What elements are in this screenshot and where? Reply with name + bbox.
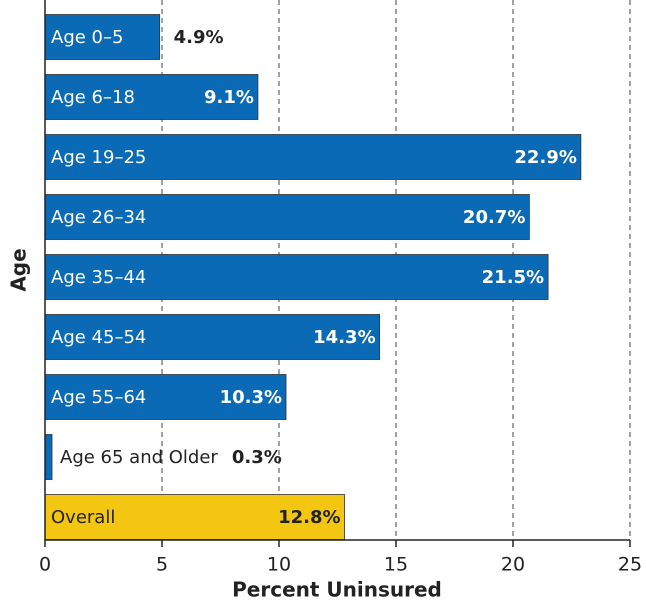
category-label: Age 26–34	[51, 207, 146, 228]
bar	[44, 74, 259, 120]
value-label: 4.9%	[174, 27, 224, 48]
x-tick-label: 10	[267, 554, 291, 576]
value-label: 10.3%	[220, 387, 282, 408]
x-axis-label: Percent Uninsured	[232, 578, 442, 602]
category-label: Age 19–25	[51, 147, 146, 168]
value-label: 22.9%	[514, 147, 576, 168]
bar	[44, 434, 53, 480]
x-tick-label: 0	[39, 554, 51, 576]
category-label: Age 35–44	[51, 267, 146, 288]
category-label: Age 6–18	[51, 87, 135, 108]
bar	[44, 494, 345, 540]
value-label: 14.3%	[313, 327, 375, 348]
category-label: Age 0–5	[51, 27, 123, 48]
bar	[44, 374, 287, 420]
category-label: Age 55–64	[51, 387, 146, 408]
value-label: 12.8%	[278, 507, 340, 528]
y-axis-label: Age	[7, 248, 31, 291]
bar	[44, 194, 530, 240]
value-label: 0.3%	[232, 447, 282, 468]
category-label: Age 65 and Older	[60, 447, 218, 468]
x-tick-label: 5	[156, 554, 168, 576]
value-label: 20.7%	[463, 207, 525, 228]
value-label: 21.5%	[482, 267, 544, 288]
bar	[44, 314, 381, 360]
bar	[44, 254, 549, 300]
x-tick-label: 15	[384, 554, 408, 576]
bar	[44, 14, 161, 60]
category-label: Age 45–54	[51, 327, 146, 348]
x-tick-label: 25	[618, 554, 642, 576]
x-tick-label: 20	[501, 554, 525, 576]
value-label: 9.1%	[204, 87, 254, 108]
category-label: Overall	[51, 507, 115, 528]
